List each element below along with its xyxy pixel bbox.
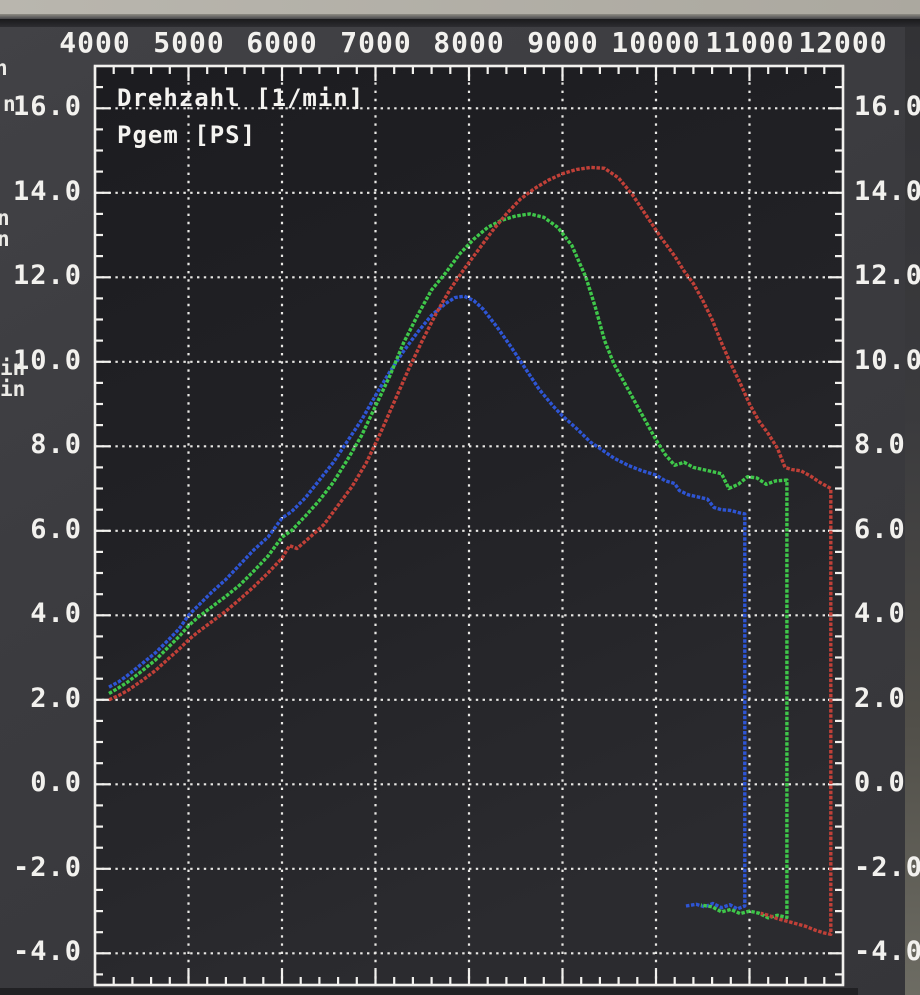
monitor-bezel-edge xyxy=(0,14,920,19)
edge-fragment: n xyxy=(3,92,16,116)
plot-border xyxy=(93,64,845,987)
y-tick-label-right: 2.0 xyxy=(854,683,906,714)
y-tick-label-left: 6.0 xyxy=(30,514,82,545)
x-tick-label: 12000 xyxy=(798,26,888,59)
x-tick-label: 11000 xyxy=(705,26,795,59)
x-tick-label: 4000 xyxy=(59,26,131,59)
x-tick-label: 6000 xyxy=(246,26,318,59)
monitor-bezel-right xyxy=(905,27,920,995)
y-tick-label-left: 2.0 xyxy=(30,683,82,714)
y-tick-label-left: 12.0 xyxy=(12,260,82,291)
x-tick-label: 5000 xyxy=(153,26,225,59)
edge-fragment: in xyxy=(0,377,26,401)
y-axis-title: Pgem [PS] xyxy=(117,121,257,149)
monitor-bezel-bottom xyxy=(0,988,858,995)
x-tick-label: 8000 xyxy=(433,26,505,59)
x-tick-label: 7000 xyxy=(340,26,412,59)
y-tick-label-right: 0.0 xyxy=(854,767,906,798)
edge-fragment: n xyxy=(0,227,10,251)
y-tick-label-right: 14.0 xyxy=(854,176,920,207)
x-tick-label: 9000 xyxy=(527,26,599,59)
y-tick-label-right: 6.0 xyxy=(854,514,906,545)
monitor-bezel-top xyxy=(0,0,920,14)
y-tick-label-left: -4.0 xyxy=(12,936,82,967)
edge-fragment: n xyxy=(0,56,8,80)
y-tick-label-left: 0.0 xyxy=(30,767,82,798)
y-tick-label-right: 12.0 xyxy=(854,260,920,291)
edge-fragment: n xyxy=(0,206,10,230)
x-axis-title: Drehzahl [1/min] xyxy=(117,84,365,112)
y-tick-label-left: -2.0 xyxy=(12,852,82,883)
curve-run-green xyxy=(108,212,789,920)
y-tick-label-left: 16.0 xyxy=(12,91,82,122)
y-tick-label-right: -2.0 xyxy=(854,852,920,883)
x-tick-label: 10000 xyxy=(611,26,701,59)
curve-run-red xyxy=(108,165,833,936)
y-tick-label-right: 4.0 xyxy=(854,598,906,629)
y-tick-label-left: 10.0 xyxy=(12,345,82,376)
y-tick-label-right: 16.0 xyxy=(854,91,920,122)
curve-run-blue xyxy=(108,294,747,911)
y-tick-label-right: -4.0 xyxy=(854,936,920,967)
y-tick-label-right: 8.0 xyxy=(854,429,906,460)
monitor-bezel-shadow xyxy=(0,19,920,27)
y-tick-label-left: 8.0 xyxy=(30,429,82,460)
edge-fragment: in xyxy=(0,356,26,380)
y-tick-label-left: 14.0 xyxy=(12,176,82,207)
y-tick-label-right: 10.0 xyxy=(854,345,920,376)
y-tick-label-left: 4.0 xyxy=(30,598,82,629)
